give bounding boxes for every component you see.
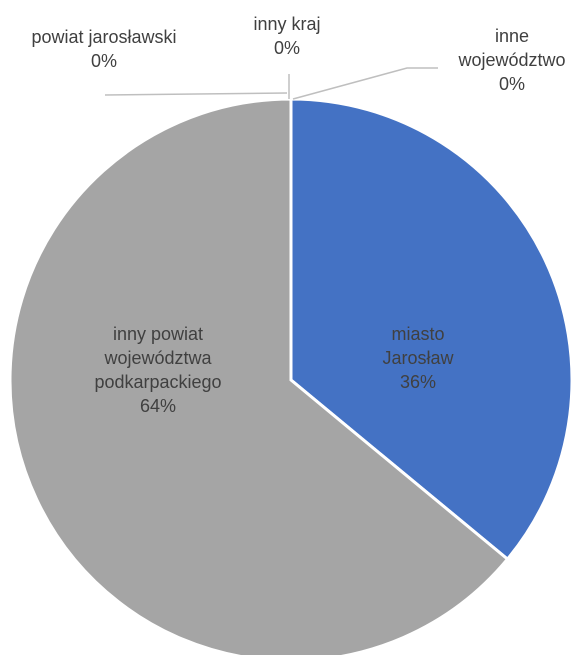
slice-miasto-jaroslaw [289, 97, 574, 562]
slice-inny-powiat [8, 97, 510, 655]
label-inny-powiat-line: 64% [140, 396, 176, 416]
label-powiat-jaroslawski: powiat jarosławski 0% [31, 27, 176, 71]
label-miasto-jaroslaw-line: miasto [391, 324, 444, 344]
label-miasto-jaroslaw-line: Jarosław [382, 348, 454, 368]
label-inne-wojewodztwo-line: województwo [457, 50, 565, 70]
label-inny-kraj-line: 0% [274, 38, 300, 58]
label-powiat-jaroslawski-line: 0% [91, 51, 117, 71]
label-inne-wojewodztwo-line: 0% [499, 74, 525, 94]
label-inny-powiat: inny powiat województwa podkarpackiego 64% [94, 324, 221, 416]
label-inny-kraj-line: inny kraj [253, 14, 320, 34]
label-inny-powiat-line: województwa [103, 348, 212, 368]
label-miasto-jaroslaw: miasto Jarosław 36% [382, 324, 454, 392]
label-inne-wojewodztwo: inne województwo 0% [457, 26, 565, 94]
label-inny-powiat-line: inny powiat [113, 324, 203, 344]
label-miasto-jaroslaw-line: 36% [400, 372, 436, 392]
leader-line-powiat-jaroslawski [104, 92, 288, 96]
pie-slices [8, 97, 574, 655]
label-inny-powiat-line: podkarpackiego [94, 372, 221, 392]
label-inny-kraj: inny kraj 0% [253, 14, 320, 58]
label-inne-wojewodztwo-line: inne [495, 26, 529, 46]
leader-lines [104, 67, 438, 100]
label-powiat-jaroslawski-line: powiat jarosławski [31, 27, 176, 47]
leader-line-inne-wojewodztwo [292, 67, 438, 100]
data-labels: miasto Jarosław 36% inny powiat województwa p… [31, 14, 565, 416]
